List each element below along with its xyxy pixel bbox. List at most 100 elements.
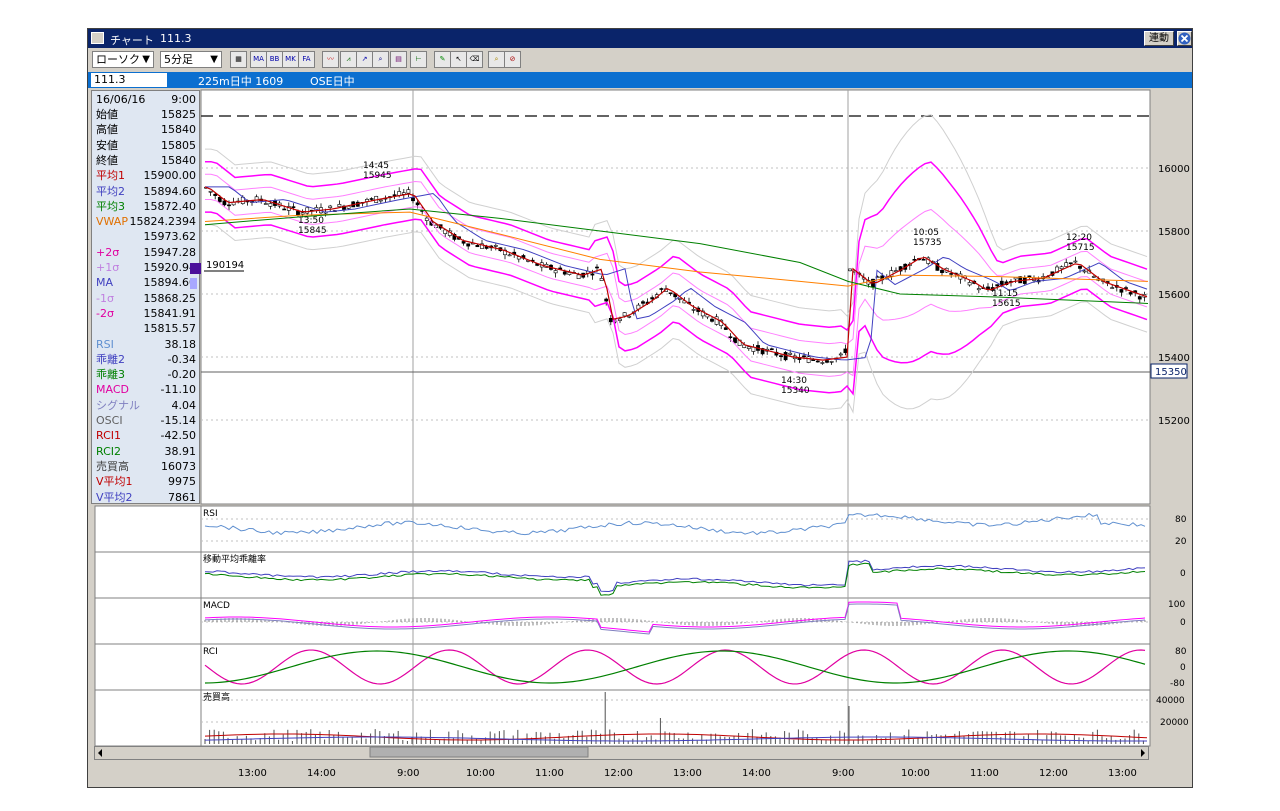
panel-row-label: OSCI xyxy=(96,414,123,427)
panel-row-label: VWAP xyxy=(96,215,128,229)
panel-row: 15815.57 xyxy=(96,321,197,336)
panel-row: 終値 15840 xyxy=(96,153,196,168)
panel-row-value: 38.91 xyxy=(164,444,197,458)
title-bar[interactable]: チャート 111.3 連動 xyxy=(88,29,1192,48)
panel-row: RSI 38.18 xyxy=(96,337,196,352)
search-icon[interactable]: ⌕ xyxy=(488,51,505,68)
panel-row-value: -0.20 xyxy=(167,368,196,382)
panel-row-value: 15815.57 xyxy=(143,322,197,336)
panel-row-value: 15947.28 xyxy=(143,245,197,259)
cursor-icon[interactable]: ↖ xyxy=(450,51,467,68)
panel-row-value: 15840 xyxy=(161,123,196,137)
panel-row: MA 15894.60 xyxy=(96,275,196,290)
header-time: 9:00 xyxy=(171,93,196,106)
panel-row: +2σ 15947.28 xyxy=(96,245,196,260)
panel-row-label: 終値 xyxy=(96,153,118,167)
panel-row-value: 15894.60 xyxy=(143,184,197,198)
panel-row-value: 15894.60 xyxy=(143,276,197,290)
panel-row: RCI2 38.91 xyxy=(96,444,196,459)
arrow-icon[interactable]: ↗ xyxy=(356,51,373,68)
header-date: 16/06/16 xyxy=(96,93,146,106)
contract-label: 225m日中 1609 xyxy=(198,75,284,88)
panel-row: -2σ 15841.91 xyxy=(96,306,196,321)
panel-row: MACD -11.10 xyxy=(96,382,196,397)
chevron-down-icon: ▼ xyxy=(142,54,150,65)
panel-row-value: 9975 xyxy=(168,475,196,489)
panel-row-value: -11.10 xyxy=(160,383,196,397)
panel-row: 乖離2 -0.34 xyxy=(96,352,196,367)
panel-row: 平均1 15900.00 xyxy=(96,168,196,183)
panel-row: 15973.62 xyxy=(96,229,197,244)
scroll-right-icon[interactable] xyxy=(1141,749,1145,757)
panel-row-value: 15872.40 xyxy=(143,199,197,213)
panel-row-label: シグナル xyxy=(96,398,140,412)
calendar-icon[interactable]: ▤ xyxy=(390,51,407,68)
panel-row-label: +2σ xyxy=(96,245,120,259)
panel-row-label: 乖離2 xyxy=(96,352,125,366)
chart-icon[interactable]: ▦ xyxy=(230,51,247,68)
chart-type-select[interactable]: ローソク ▼ xyxy=(92,51,154,68)
cancel-icon[interactable]: ⊘ xyxy=(504,51,521,68)
symbol-input[interactable]: 111.3 xyxy=(91,73,167,87)
panel-row-value: -0.34 xyxy=(167,352,196,366)
panel-row-value: 15824.2394 xyxy=(129,215,196,229)
bar-icon[interactable]: ⊢ xyxy=(410,51,427,68)
panel-row-label: 売買高 xyxy=(96,459,129,473)
data-panel: 16/06/16 9:00 始値 15825 高値 15840 安値 15805 終値 158… xyxy=(91,90,200,504)
panel-row-label: MA xyxy=(96,276,114,290)
panel-row-value: 15841.91 xyxy=(143,306,197,320)
panel-row-value: 15900.00 xyxy=(143,169,197,183)
zoom-icon[interactable]: ⌕ xyxy=(372,51,389,68)
session-label: OSE日中 xyxy=(310,75,355,88)
panel-row-label: 乖離3 xyxy=(96,368,125,382)
panel-row-value: 15805 xyxy=(161,138,196,152)
fa-icon[interactable]: FA xyxy=(298,51,315,68)
panel-row-value: 16073 xyxy=(161,459,196,473)
bb-icon[interactable]: BB xyxy=(266,51,283,68)
panel-row-value: 4.04 xyxy=(171,398,197,412)
panel-row-value: 7861 xyxy=(168,490,196,504)
panel-row-label: -2σ xyxy=(96,306,114,320)
trend-icon[interactable]: ⩘ xyxy=(340,51,357,68)
ma-icon[interactable]: MA xyxy=(250,51,267,68)
panel-row: 高値 15840 xyxy=(96,122,196,137)
panel-header: 16/06/16 9:00 xyxy=(96,92,196,107)
panel-row: V平均2 7861 xyxy=(96,490,196,505)
panel-row-value: 15825 xyxy=(161,108,196,121)
interval-value: 5分足 xyxy=(164,53,193,66)
panel-row-label: -1σ xyxy=(96,291,114,305)
close-icon[interactable] xyxy=(1177,31,1192,46)
panel-row-label: 平均2 xyxy=(96,184,125,198)
panel-row-label: 始値 xyxy=(96,108,118,121)
panel-row: RCI1 -42.50 xyxy=(96,428,196,443)
panel-row: シグナル 4.04 xyxy=(96,398,196,413)
window-title: チャート xyxy=(110,34,154,47)
horizontal-scrollbar[interactable] xyxy=(94,746,1149,760)
pencil-icon[interactable]: ✎ xyxy=(434,51,451,68)
toolbar: ローソク ▼ 5分足 ▼ ▦ MA BB MK FA 〰 ⩘ ↗ ⌕ ▤ ⊢ ✎ ↖ ⌫ ⌕ ⊘ xyxy=(88,49,1192,71)
panel-row-label: MACD xyxy=(96,383,129,397)
chart-window: チャート 111.3 連動 ローソク ▼ 5分足 ▼ ▦ MA BB MK FA 〰 ⩘ ↗ ⌕ ▤ ⊢… xyxy=(87,28,1193,788)
panel-row-value: -42.50 xyxy=(160,429,196,443)
panel-row: V平均1 9975 xyxy=(96,474,196,489)
chevron-down-icon: ▼ xyxy=(210,54,218,65)
panel-row-label: RSI xyxy=(96,337,114,351)
panel-row: 平均3 15872.40 xyxy=(96,199,196,214)
panel-row: +1σ 15920.94 xyxy=(96,260,196,275)
link-button[interactable]: 連動 xyxy=(1144,31,1174,46)
mk-icon[interactable]: MK xyxy=(282,51,299,68)
scroll-left-icon[interactable] xyxy=(98,749,102,757)
panel-row-value: 38.18 xyxy=(164,337,197,351)
window-symbol: 111.3 xyxy=(160,32,192,45)
panel-row-label: V平均2 xyxy=(96,490,133,504)
panel-row: OSCI -15.14 xyxy=(96,413,196,428)
panel-row-label: RCI2 xyxy=(96,444,122,458)
eraser-icon[interactable]: ⌫ xyxy=(466,51,483,68)
panel-row: 安値 15805 xyxy=(96,138,196,153)
interval-select[interactable]: 5分足 ▼ xyxy=(160,51,222,68)
panel-row-label: RCI1 xyxy=(96,429,122,443)
panel-row-label: V平均1 xyxy=(96,475,133,489)
panel-row-label: 平均3 xyxy=(96,199,125,213)
panel-row: 始値 15825 xyxy=(96,107,196,122)
line-icon[interactable]: 〰 xyxy=(322,51,339,68)
